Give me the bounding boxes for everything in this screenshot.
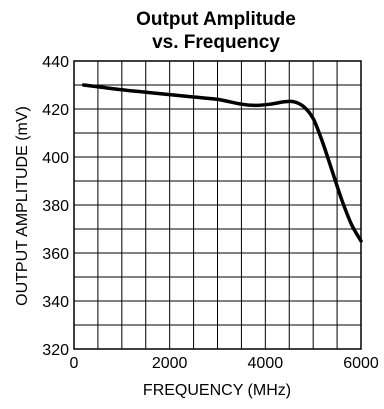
y-tick-label: 440 — [42, 54, 69, 71]
y-tick-label: 400 — [42, 150, 69, 167]
grid — [74, 61, 361, 349]
x-tick-label: 4000 — [248, 355, 284, 372]
chart-subtitle: vs. Frequency — [152, 32, 280, 53]
y-tick-label: 420 — [42, 102, 69, 119]
y-tick-label: 340 — [42, 294, 69, 311]
tick-labels: 0 2000 4000 6000 320 340 360 380 400 420 440 — [42, 54, 379, 372]
y-tick-label: 320 — [42, 342, 69, 359]
y-axis-label: OUTPUT AMPLITUDE (mV) — [14, 106, 31, 306]
series-line-0 — [81, 83, 363, 243]
plot-frame — [73, 60, 362, 350]
plot-border — [73, 60, 362, 350]
y-tick-label: 360 — [42, 246, 69, 263]
series-layer — [81, 83, 363, 243]
y-tick-label: 380 — [42, 198, 69, 215]
x-tick-label: 6000 — [343, 355, 379, 372]
x-tick-label: 2000 — [152, 355, 188, 372]
x-axis-label: FREQUENCY (MHz) — [143, 382, 291, 399]
x-tick-label: 0 — [70, 355, 79, 372]
chart-title: Output Amplitude — [136, 9, 296, 30]
